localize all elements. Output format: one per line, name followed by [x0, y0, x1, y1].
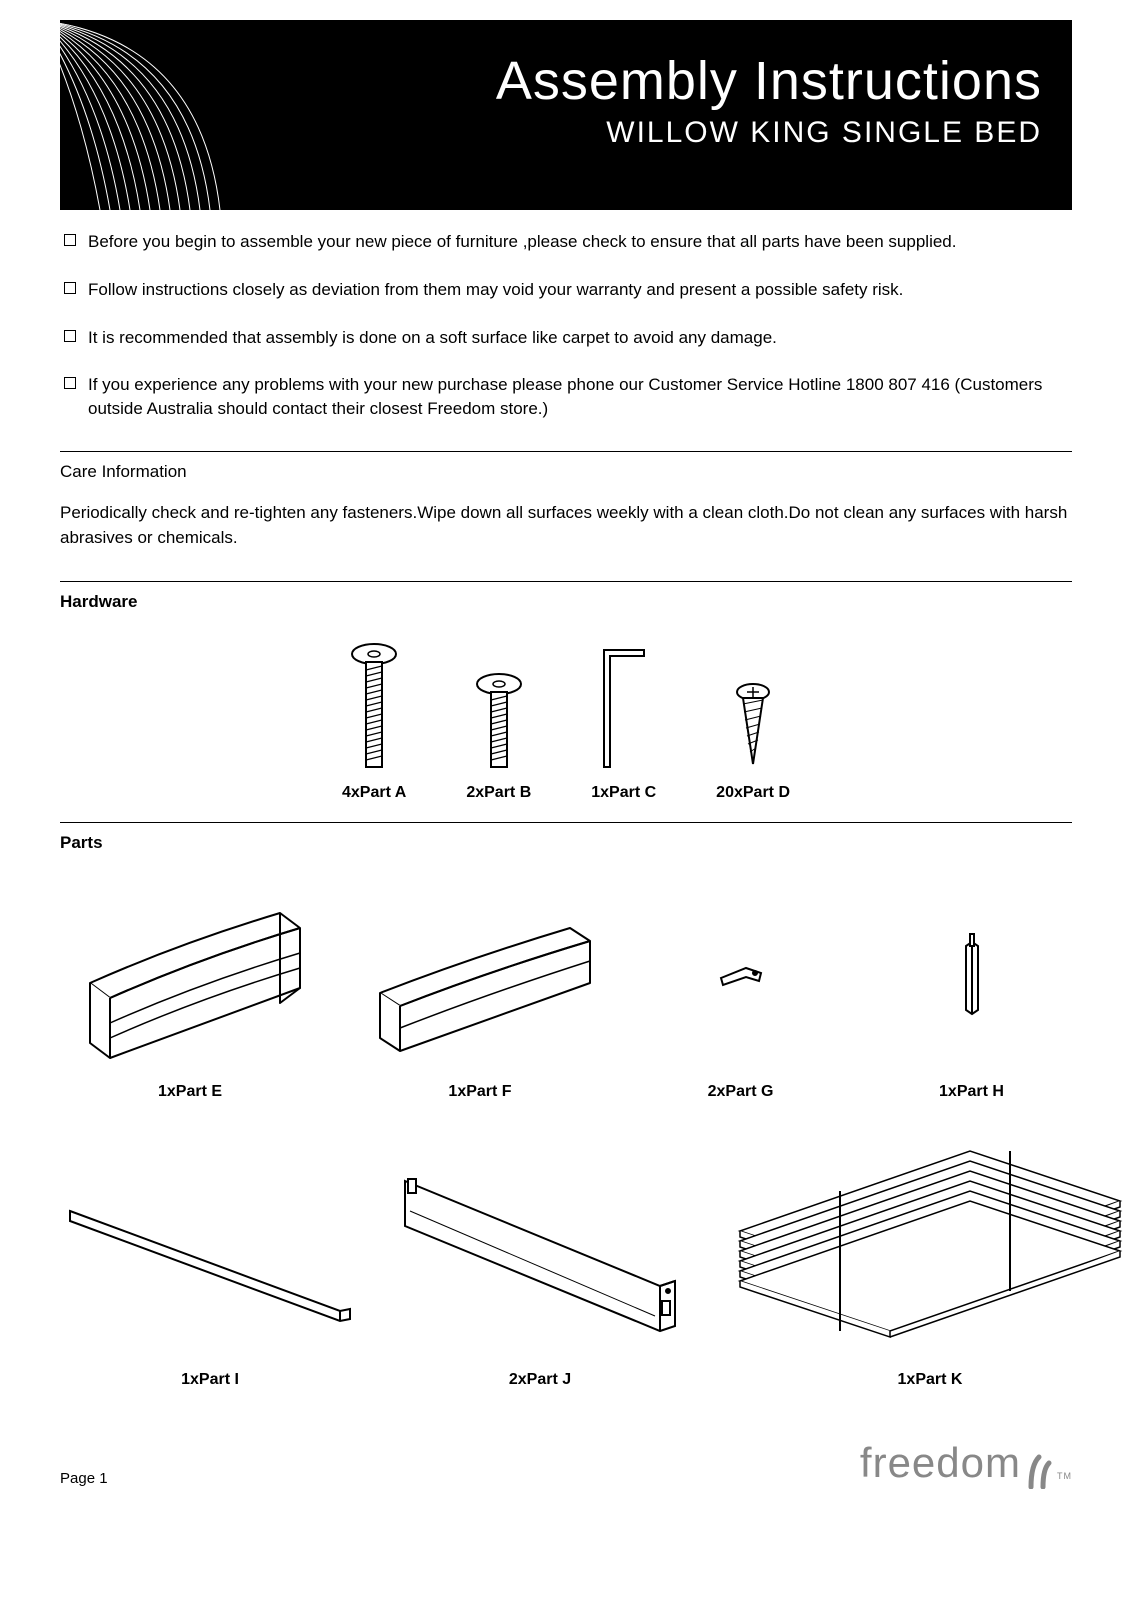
part-item-h: 1xPart H: [871, 873, 1072, 1101]
care-heading: Care Information: [60, 462, 1072, 482]
part-item-j: 2xPart J: [390, 1141, 690, 1389]
hardware-heading: Hardware: [60, 592, 1072, 612]
hardware-item-c: 1xPart C: [591, 642, 656, 802]
divider: [60, 451, 1072, 452]
divider: [60, 581, 1072, 582]
hardware-label: 2xPart B: [466, 784, 531, 802]
footboard-icon: [350, 873, 610, 1073]
bracket-icon: [640, 873, 841, 1073]
parts-row-1: 1xPart E 1xPart F: [60, 873, 1072, 1101]
screw-icon: [716, 642, 790, 772]
part-item-e: 1xPart E: [60, 873, 320, 1101]
bullet-item: It is recommended that assembly is done …: [60, 326, 1072, 350]
bolt-long-icon: [342, 642, 406, 772]
hardware-item-b: 2xPart B: [466, 642, 531, 802]
trademark: TM: [1057, 1471, 1072, 1481]
header-subtitle: WILLOW KING SINGLE BED: [496, 116, 1042, 150]
brand-mark-icon: [1025, 1451, 1055, 1487]
brand-text: freedom: [860, 1439, 1021, 1487]
bullet-item: Before you begin to assemble your new pi…: [60, 230, 1072, 254]
side-rail-icon: [390, 1141, 690, 1361]
post-icon: [871, 873, 1072, 1073]
hardware-label: 20xPart D: [716, 784, 790, 802]
part-item-i: 1xPart I: [60, 1141, 360, 1389]
part-item-f: 1xPart F: [350, 873, 610, 1101]
part-label: 1xPart F: [350, 1083, 610, 1101]
part-item-k: 1xPart K: [720, 1141, 1132, 1389]
part-label: 2xPart J: [390, 1371, 690, 1389]
bullet-item: If you experience any problems with your…: [60, 373, 1072, 421]
allen-key-icon: [591, 642, 656, 772]
page-number: Page 1: [60, 1470, 108, 1487]
part-label: 1xPart K: [720, 1371, 1132, 1389]
slats-icon: [720, 1141, 1132, 1361]
part-label: 2xPart G: [640, 1083, 841, 1101]
hardware-item-a: 4xPart A: [342, 642, 406, 802]
footer: Page 1 freedom TM: [60, 1439, 1072, 1487]
header-banner: Assembly Instructions WILLOW KING SINGLE…: [60, 20, 1072, 210]
part-label: 1xPart H: [871, 1083, 1072, 1101]
rail-icon: [60, 1141, 360, 1361]
parts-heading: Parts: [60, 833, 1072, 853]
part-label: 1xPart I: [60, 1371, 360, 1389]
hardware-label: 4xPart A: [342, 784, 406, 802]
parts-row-2: 1xPart I 2xPart J: [60, 1141, 1072, 1389]
care-text: Periodically check and re-tighten any fa…: [60, 500, 1072, 551]
bullet-item: Follow instructions closely as deviation…: [60, 278, 1072, 302]
brand-logo: freedom TM: [860, 1439, 1072, 1487]
hardware-row: 4xPart A 2xPar: [60, 642, 1072, 802]
bolt-short-icon: [466, 642, 531, 772]
header-title: Assembly Instructions: [496, 50, 1042, 112]
part-label: 1xPart E: [60, 1083, 320, 1101]
part-item-g: 2xPart G: [640, 873, 841, 1101]
hardware-label: 1xPart C: [591, 784, 656, 802]
divider: [60, 822, 1072, 823]
instruction-bullets: Before you begin to assemble your new pi…: [60, 230, 1072, 421]
headboard-icon: [60, 873, 320, 1073]
hardware-item-d: 20xPart D: [716, 642, 790, 802]
